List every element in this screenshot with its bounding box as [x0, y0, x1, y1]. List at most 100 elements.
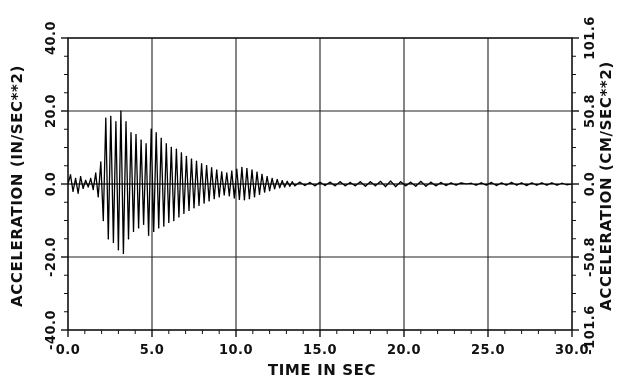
- data-point: [475, 184, 477, 186]
- x-axis-label: TIME IN SEC: [268, 361, 376, 379]
- data-point: [221, 171, 223, 173]
- y-right-tick-label: -101.6: [583, 305, 598, 355]
- data-point: [251, 169, 253, 171]
- data-point: [170, 146, 172, 149]
- data-point: [415, 185, 417, 187]
- data-point: [281, 180, 283, 182]
- data-point: [314, 185, 316, 187]
- data-point: [100, 161, 102, 163]
- x-tick-label: 5.0: [140, 343, 165, 358]
- y-left-tick-label: 0.0: [44, 172, 59, 197]
- y-left-tick-label: -40.0: [44, 310, 59, 350]
- data-point: [110, 115, 112, 118]
- data-point: [450, 182, 452, 184]
- data-point: [253, 196, 256, 198]
- data-point: [384, 185, 387, 188]
- data-point: [344, 185, 346, 187]
- data-point: [495, 184, 498, 187]
- data-point: [117, 249, 120, 251]
- data-point: [354, 185, 356, 187]
- data-point: [183, 212, 185, 214]
- y-right-tick-label: 50.8: [583, 94, 598, 128]
- data-point: [359, 181, 361, 183]
- data-point: [420, 180, 422, 183]
- data-point: [490, 181, 493, 184]
- data-point: [399, 181, 402, 183]
- data-point: [216, 169, 218, 171]
- data-point: [369, 181, 372, 183]
- data-point: [334, 185, 336, 187]
- data-point: [510, 181, 513, 184]
- data-point: [410, 181, 412, 183]
- y-left-tick-label: 40.0: [44, 21, 59, 55]
- data-point: [289, 185, 291, 187]
- data-point: [90, 177, 92, 180]
- data-point: [258, 193, 261, 195]
- data-point: [241, 166, 243, 169]
- data-point: [531, 182, 533, 184]
- axis-ticks: 0.0 5.0 10.0 15.0 20.0 25.0 30.0 -40.0 -101.6 -20…: [44, 16, 598, 358]
- y-left-tick-label: 20.0: [44, 94, 59, 128]
- data-point: [236, 168, 238, 171]
- data-point: [198, 204, 200, 206]
- data-point: [115, 121, 117, 123]
- data-point: [319, 181, 321, 183]
- data-point: [425, 185, 427, 187]
- data-point: [525, 184, 528, 187]
- data-point: [153, 230, 155, 233]
- data-point: [294, 185, 296, 187]
- data-point: [470, 182, 472, 184]
- x-tick-label: 30.0: [555, 343, 589, 358]
- data-point: [226, 172, 228, 174]
- data-point: [210, 167, 213, 169]
- data-point: [112, 241, 115, 244]
- data-point: [95, 172, 97, 174]
- data-point: [276, 178, 278, 181]
- data-point: [374, 185, 377, 187]
- data-point: [551, 182, 553, 184]
- y-axis-label-right: ACCELERATION (CM/SEC**2): [597, 61, 615, 311]
- data-point: [520, 182, 523, 184]
- data-point: [122, 252, 125, 254]
- y-right-tick-label: 0.0: [583, 172, 598, 197]
- data-point: [243, 199, 246, 201]
- x-tick-label: 25.0: [471, 343, 505, 358]
- data-point: [168, 221, 170, 223]
- data-point: [261, 173, 263, 176]
- data-point: [160, 137, 162, 140]
- data-point: [120, 110, 122, 112]
- data-point: [82, 187, 84, 190]
- data-point: [238, 198, 241, 200]
- data-point: [231, 170, 233, 172]
- data-point: [273, 188, 276, 190]
- data-point: [135, 134, 137, 136]
- data-point: [145, 143, 147, 145]
- data-point: [546, 184, 548, 186]
- x-tick-label: 20.0: [387, 343, 421, 358]
- data-point: [286, 180, 288, 183]
- data-point: [460, 182, 462, 184]
- data-point: [379, 180, 382, 183]
- data-point: [188, 209, 190, 211]
- data-point: [263, 191, 266, 193]
- data-point: [256, 171, 258, 173]
- data-point: [92, 188, 94, 191]
- grid-lines: [68, 38, 572, 330]
- y-axis-label-left: ACCELERATION (IN/SEC**2): [8, 65, 26, 307]
- series-line: [67, 110, 573, 254]
- data-point: [155, 132, 157, 134]
- data-point: [465, 183, 467, 185]
- data-point: [309, 181, 311, 184]
- data-point: [173, 219, 175, 222]
- data-point: [87, 186, 89, 188]
- data-point: [102, 219, 105, 222]
- data-point: [158, 227, 160, 229]
- data-point: [105, 117, 107, 120]
- data-point: [74, 177, 77, 180]
- data-point: [304, 184, 306, 187]
- data-point: [405, 185, 407, 187]
- data-point: [284, 186, 286, 188]
- data-point: [271, 177, 273, 180]
- data-point: [84, 179, 87, 182]
- data-point: [185, 155, 188, 158]
